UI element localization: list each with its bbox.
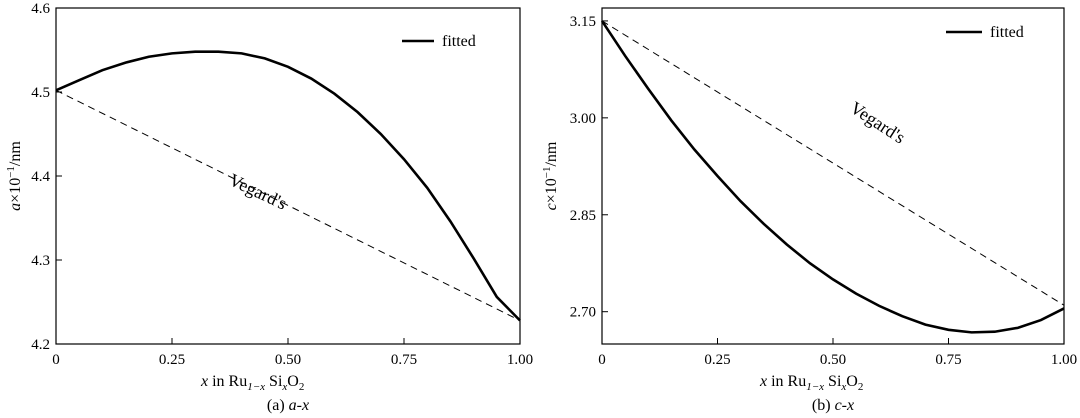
x-tick-label-a-0: 0: [52, 352, 60, 368]
x-tick-label-b-2: 0.50: [820, 352, 846, 368]
y-tick-label-b-3: 3.15: [570, 14, 596, 30]
y-tick-label-b-1: 2.85: [570, 208, 596, 224]
vegard-annotation-a: Vegard's: [226, 170, 290, 214]
x-tick-label-a-2: 0.50: [275, 352, 301, 368]
y-tick-label-a-4: 4.6: [31, 1, 50, 17]
y-tick-label-b-0: 2.70: [570, 305, 596, 321]
chart-a: 0 0.25 0.50 0.75 1.004.24.34.44.54.6 fitted …: [5, 1, 533, 414]
ylabel-b: c×10−1/nm: [541, 141, 560, 210]
fitted-curve-b: [600, 20, 1065, 334]
y-tick-label-a-2: 4.4: [31, 169, 50, 185]
legend-label-a: fitted: [442, 33, 476, 50]
xlabel-b: x in Ru1−x SixO2: [759, 373, 863, 393]
y-tick-label-b-2: 3.00: [570, 111, 596, 127]
x-tick-label-a-4: 1.00: [507, 352, 533, 368]
x-tick-label-b-4: 1.00: [1051, 352, 1077, 368]
vegard-line-b: [601, 20, 1065, 306]
vegard-annotation-b: Vegard's: [847, 97, 909, 147]
y-tick-label-a-1: 4.3: [31, 253, 50, 269]
xlabel-a: x in Ru1−x SixO2: [200, 373, 304, 393]
ticks-a: 0 0.25 0.50 0.75 1.00 4.2 4.3 4.4 4.5 4.6: [31, 1, 533, 368]
plot-frame-b: [601, 7, 1065, 345]
caption-b: (b) c-x: [812, 397, 854, 414]
ylabel-a: a×10−1/nm: [5, 141, 24, 211]
x-tick-label-b-1: 0.25: [704, 352, 730, 368]
y-tick-label-a-0: 4.2: [31, 337, 50, 353]
x-tick-label-a-3: 0.75: [391, 352, 417, 368]
caption-a: (a) a-x: [267, 397, 309, 414]
vegard-line-a: [55, 89, 521, 321]
x-tick-label-b-0: 0: [598, 352, 606, 368]
ticks-b: 0 0.25 0.50 0.75 1.00 2.70 2.85 3.00 3.15: [570, 14, 1077, 368]
x-tick-label-a-1: 0.25: [159, 352, 185, 368]
legend-label-b: fitted: [990, 24, 1024, 41]
y-tick-label-a-3: 4.5: [31, 85, 50, 101]
x-tick-label-b-3: 0.75: [935, 352, 961, 368]
chart-b: 0 0.25 0.50 0.75 1.00 2.70 2.85 3.00 3.15 fitted…: [541, 7, 1077, 414]
plot-frame-a: [55, 7, 521, 345]
fitted-curve-a: [55, 50, 521, 322]
